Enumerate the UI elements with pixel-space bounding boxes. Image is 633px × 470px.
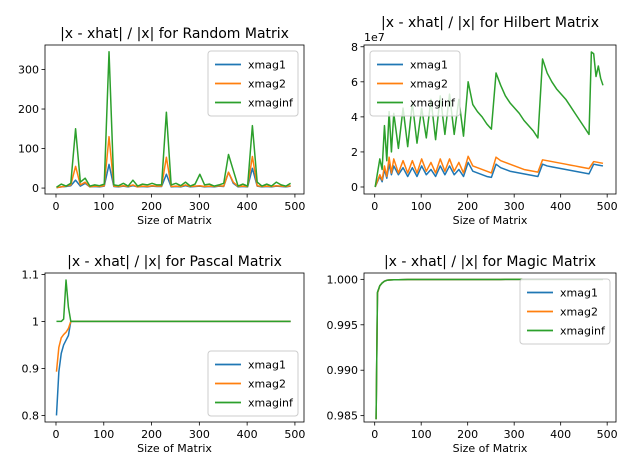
chart-title: |x - xhat| / |x| for Hilbert Matrix — [381, 15, 599, 31]
x-tick-label: 300 — [189, 428, 210, 441]
x-tick-label: 500 — [597, 428, 618, 441]
x-tick-label: 300 — [504, 428, 525, 441]
series-line-xmaginf — [56, 50, 291, 188]
y-offset-text: 1e7 — [364, 31, 385, 44]
chart-title: |x - xhat| / |x| for Random Matrix — [60, 26, 289, 42]
legend-label-xmaginf: xmaginf — [410, 97, 456, 110]
series-line-xmag1 — [374, 161, 604, 188]
x-tick-label: 0 — [52, 428, 59, 441]
x-tick-label: 200 — [141, 200, 162, 213]
y-tick-label: 0.985 — [327, 410, 359, 423]
axes-frame — [44, 272, 305, 423]
y-tick-label: 200 — [18, 103, 39, 116]
subplot-magic: 0 100 200 300 400 500 0.985 0.990 0.995 1.000 |x -… — [327, 254, 618, 455]
x-tick-label: 0 — [371, 428, 378, 441]
axes-frame — [44, 44, 305, 195]
legend-label-xmag2: xmag2 — [560, 306, 598, 319]
axes-frame — [363, 272, 617, 423]
axes-frame — [363, 44, 617, 195]
y-tick-label: 300 — [18, 64, 39, 77]
legend-label-xmag1: xmag1 — [248, 359, 286, 372]
subplot-pascal: 0 100 200 300 400 500 0.8 0.9 1 1.1 |x - xhat| / |… — [22, 254, 306, 455]
legend-box — [207, 50, 299, 117]
legend-label-xmag2: xmag2 — [248, 378, 286, 391]
x-axis-label: Size of Matrix — [453, 442, 528, 455]
x-axis-label: Size of Matrix — [137, 214, 212, 227]
subplot-hilbert: 0 100 200 300 400 500 0 2 4 6 8 1e7|x - xhat| / |x|… — [351, 15, 618, 227]
y-tick-label: 0.9 — [22, 362, 40, 375]
x-tick-label: 200 — [457, 200, 478, 213]
y-tick-label: 8 — [351, 41, 358, 54]
x-tick-label: 200 — [141, 428, 162, 441]
series-line-xmaginf — [56, 279, 291, 323]
legend: xmag1 xmag2 xmaginf — [207, 50, 299, 117]
subplot-random: 0 100 200 300 400 500 0 100 200 300 |x - xhat| / |… — [18, 26, 305, 227]
x-tick-label: 100 — [411, 200, 432, 213]
y-tick-label: 6 — [351, 76, 358, 89]
x-tick-label: 400 — [237, 200, 258, 213]
y-tick-label: 2 — [351, 146, 358, 159]
y-tick-label: 1.000 — [327, 273, 359, 286]
series-line-xmag2 — [374, 155, 604, 188]
series-line-xmag2 — [56, 135, 291, 189]
x-tick-label: 100 — [93, 428, 114, 441]
y-tick-label: 0.995 — [327, 319, 359, 332]
x-axis-label: Size of Matrix — [137, 442, 212, 455]
y-tick-label: 0 — [351, 181, 358, 194]
x-tick-label: 100 — [93, 200, 114, 213]
chart-title: |x - xhat| / |x| for Pascal Matrix — [67, 254, 282, 270]
x-tick-label: 500 — [284, 428, 305, 441]
y-tick-label: 100 — [18, 143, 39, 156]
legend-label-xmaginf: xmaginf — [248, 397, 294, 410]
legend-box — [369, 50, 461, 117]
legend-box — [207, 350, 299, 417]
legend: xmag1 xmag2 xmaginf — [207, 350, 299, 417]
x-tick-label: 400 — [550, 428, 571, 441]
y-tick-label: 4 — [351, 111, 358, 124]
y-tick-label: 0.8 — [22, 409, 40, 422]
y-tick-label: 0.990 — [327, 364, 359, 377]
y-tick-label: 1 — [32, 315, 39, 328]
chart-title: |x - xhat| / |x| for Magic Matrix — [384, 254, 596, 270]
legend-label-xmag1: xmag1 — [410, 59, 448, 72]
legend-label-xmag1: xmag1 — [248, 59, 286, 72]
x-tick-label: 100 — [411, 428, 432, 441]
legend-label-xmag2: xmag2 — [248, 78, 286, 91]
x-tick-label: 0 — [371, 200, 378, 213]
legend-label-xmag2: xmag2 — [410, 78, 448, 91]
x-tick-label: 500 — [284, 200, 305, 213]
x-axis-label: Size of Matrix — [453, 214, 528, 227]
legend-label-xmag1: xmag1 — [560, 287, 598, 300]
x-tick-label: 500 — [597, 200, 618, 213]
x-tick-label: 300 — [189, 200, 210, 213]
x-tick-label: 400 — [550, 200, 571, 213]
x-tick-label: 200 — [457, 428, 478, 441]
x-tick-label: 300 — [504, 200, 525, 213]
x-tick-label: 400 — [237, 428, 258, 441]
legend-label-xmaginf: xmaginf — [248, 97, 294, 110]
y-tick-label: 0 — [32, 182, 39, 195]
legend: xmag1 xmag2 xmaginf — [369, 50, 461, 117]
y-tick-label: 1.1 — [22, 268, 40, 281]
legend-box — [519, 278, 611, 345]
x-tick-label: 0 — [52, 200, 59, 213]
legend: xmag1 xmag2 xmaginf — [519, 278, 611, 345]
legend-label-xmaginf: xmaginf — [560, 325, 606, 338]
